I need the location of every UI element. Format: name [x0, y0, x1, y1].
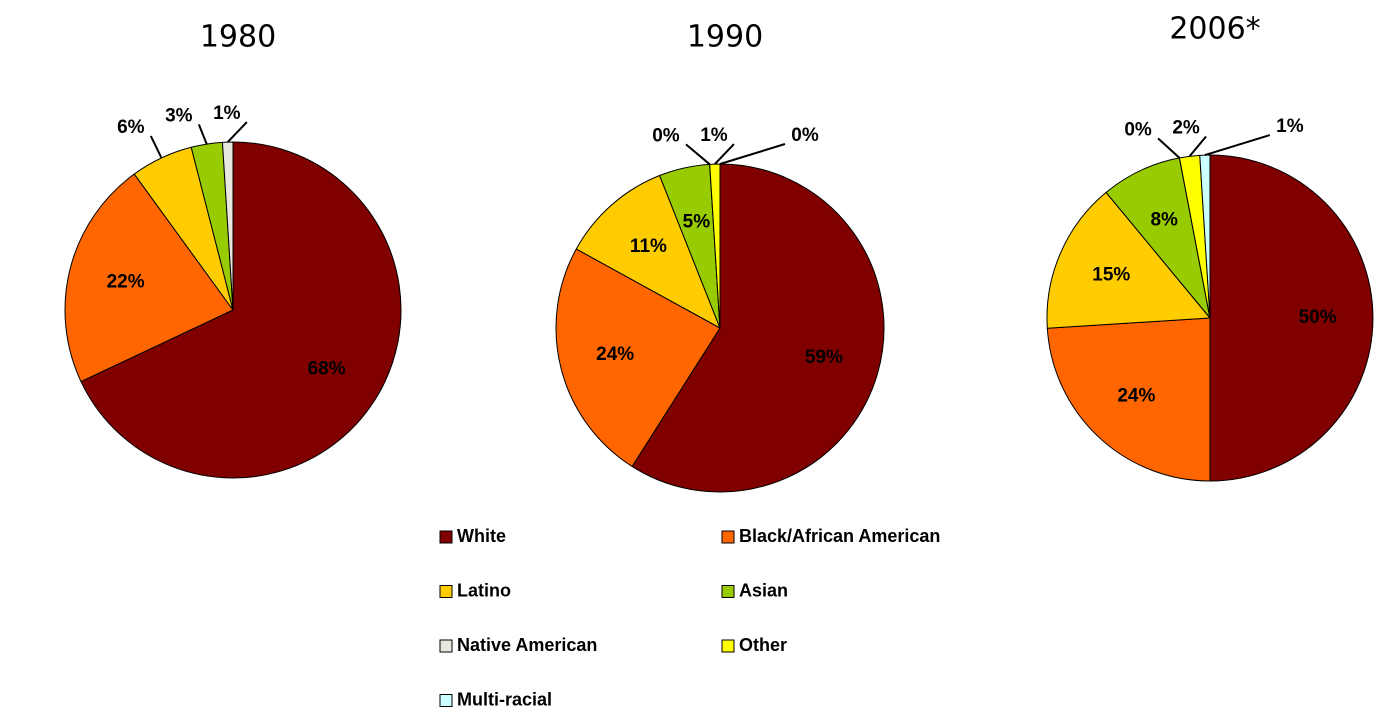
value-label: 2% — [1172, 118, 1200, 139]
legend-swatch — [721, 530, 735, 544]
legend-swatch — [439, 694, 453, 707]
legend-swatch — [721, 639, 735, 653]
legend-label: White — [457, 526, 506, 546]
value-label: 1% — [213, 103, 241, 124]
legend-swatch — [439, 530, 453, 544]
chart-title: 1990 — [687, 20, 763, 55]
pie-slice — [1209, 154, 1374, 482]
value-label: 0% — [791, 125, 819, 146]
chart-title: 1980 — [200, 20, 276, 55]
value-label: 3% — [165, 105, 193, 126]
leader-line — [149, 135, 163, 159]
value-label: 24% — [1117, 385, 1155, 406]
value-label: 15% — [1092, 264, 1130, 285]
leader-line — [227, 121, 248, 143]
leader-line — [685, 143, 711, 166]
value-label: 6% — [117, 117, 145, 138]
value-label: 5% — [683, 211, 711, 232]
value-label: 0% — [1124, 119, 1152, 140]
pie-slice — [221, 141, 234, 311]
legend-label: Other — [739, 635, 787, 655]
legend-label: Asian — [739, 580, 788, 600]
legend-swatch — [439, 585, 453, 598]
legend-swatch — [721, 585, 735, 598]
leader-line — [1188, 135, 1207, 157]
value-label: 59% — [805, 347, 843, 368]
value-label: 22% — [107, 271, 145, 292]
leader-line — [1204, 134, 1271, 157]
value-label: 68% — [308, 358, 346, 379]
value-label: 50% — [1299, 307, 1337, 328]
pie-slice — [64, 173, 234, 383]
pie-slice — [575, 174, 721, 330]
pie-slice — [1046, 317, 1211, 482]
chart-title: 2006* — [1169, 12, 1260, 47]
legend-label: Black/African American — [739, 526, 940, 546]
value-label: 11% — [630, 236, 667, 257]
value-label: 1% — [700, 125, 728, 146]
value-label: 24% — [596, 344, 634, 365]
pie-slice — [631, 163, 885, 493]
legend-label: Native American — [457, 635, 597, 655]
value-label: 8% — [1150, 210, 1178, 231]
legend-label: Multi-racial — [457, 689, 552, 709]
leader-line — [719, 143, 786, 165]
pie-slice — [555, 248, 721, 468]
leader-line — [714, 143, 735, 165]
value-label: 0% — [652, 125, 680, 146]
pie-slice — [1046, 191, 1212, 329]
pie-slice — [80, 141, 402, 479]
legend-swatch — [439, 639, 453, 653]
leader-line — [197, 124, 208, 145]
legend-label: Latino — [457, 580, 511, 600]
value-label: 1% — [1276, 116, 1304, 137]
leader-line — [1157, 137, 1181, 159]
